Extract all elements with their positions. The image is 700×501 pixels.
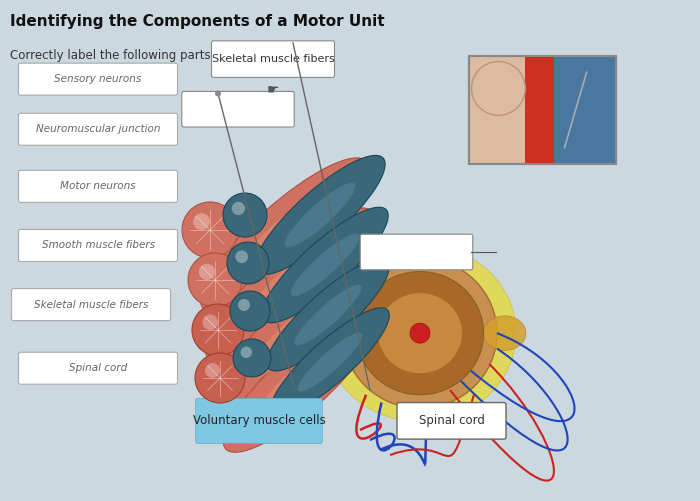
FancyBboxPatch shape [211, 41, 335, 77]
Ellipse shape [378, 293, 463, 374]
Ellipse shape [271, 308, 389, 416]
Circle shape [230, 291, 270, 331]
Ellipse shape [235, 189, 335, 281]
Text: Smooth muscle fibers: Smooth muscle fibers [41, 240, 155, 250]
Circle shape [238, 299, 250, 311]
Ellipse shape [255, 155, 385, 275]
FancyBboxPatch shape [182, 92, 294, 127]
FancyBboxPatch shape [18, 170, 178, 202]
FancyBboxPatch shape [18, 63, 178, 95]
Circle shape [233, 339, 271, 377]
Circle shape [182, 202, 238, 258]
Circle shape [241, 347, 252, 358]
Circle shape [195, 353, 245, 403]
Circle shape [235, 250, 248, 263]
Ellipse shape [247, 292, 343, 379]
Ellipse shape [290, 233, 359, 296]
Bar [525, 56, 554, 164]
FancyBboxPatch shape [18, 229, 178, 262]
Text: Spinal cord: Spinal cord [69, 363, 127, 373]
FancyBboxPatch shape [11, 289, 171, 321]
Bar [469, 56, 616, 164]
Text: Sensory neurons: Sensory neurons [55, 74, 141, 84]
Ellipse shape [262, 207, 389, 323]
Text: Skeletal muscle fibers: Skeletal muscle fibers [34, 300, 148, 310]
Circle shape [202, 315, 218, 330]
Ellipse shape [254, 341, 346, 423]
Text: Spinal cord: Spinal cord [419, 414, 484, 427]
Bar [469, 56, 616, 164]
Ellipse shape [314, 316, 356, 351]
Text: Identifying the Components of a Motor Unit: Identifying the Components of a Motor Un… [10, 14, 385, 29]
Text: Correctly label the following parts of a motor unit.: Correctly label the following parts of a… [10, 49, 307, 62]
Circle shape [192, 304, 244, 356]
Circle shape [215, 91, 221, 96]
FancyBboxPatch shape [360, 234, 472, 270]
Circle shape [227, 242, 269, 284]
Circle shape [205, 363, 220, 378]
Ellipse shape [284, 183, 356, 247]
Ellipse shape [295, 285, 361, 345]
Ellipse shape [343, 258, 497, 408]
Circle shape [232, 202, 245, 215]
Text: Voluntary muscle cells: Voluntary muscle cells [193, 414, 326, 427]
Text: Neuromuscular junction: Neuromuscular junction [36, 124, 160, 134]
FancyBboxPatch shape [18, 352, 178, 384]
Ellipse shape [267, 259, 389, 371]
Text: Skeletal muscle fibers: Skeletal muscle fibers [211, 54, 335, 64]
Ellipse shape [214, 262, 376, 409]
Ellipse shape [484, 316, 526, 351]
Circle shape [472, 62, 525, 115]
Ellipse shape [201, 158, 370, 312]
FancyBboxPatch shape [196, 398, 322, 443]
FancyBboxPatch shape [397, 403, 506, 439]
Ellipse shape [298, 333, 363, 391]
Bar [550, 56, 616, 164]
Circle shape [188, 253, 242, 307]
Ellipse shape [323, 244, 517, 422]
Circle shape [223, 193, 267, 237]
FancyBboxPatch shape [18, 113, 178, 145]
Text: Motor neurons: Motor neurons [60, 181, 136, 191]
Circle shape [193, 213, 210, 230]
Ellipse shape [240, 239, 340, 331]
Text: ☛: ☛ [267, 83, 279, 97]
Circle shape [410, 323, 430, 343]
Ellipse shape [356, 272, 484, 395]
Ellipse shape [206, 208, 374, 362]
Ellipse shape [223, 312, 377, 452]
Circle shape [199, 264, 215, 280]
